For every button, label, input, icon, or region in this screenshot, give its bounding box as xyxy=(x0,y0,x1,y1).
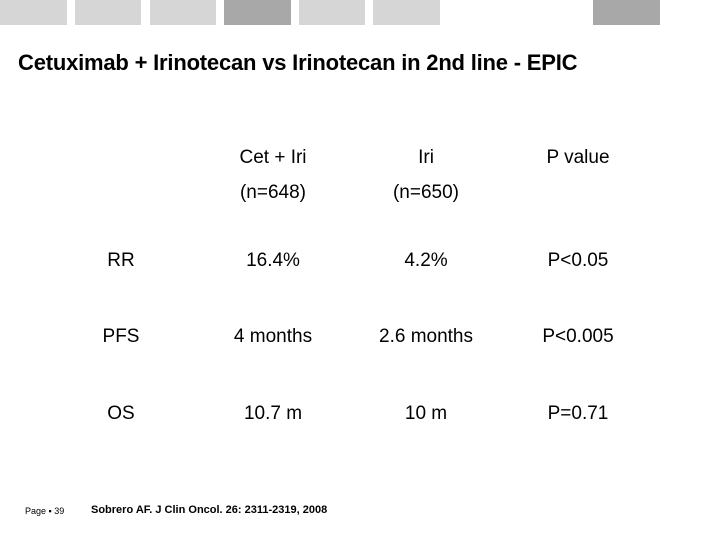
table-cell: P<0.05 xyxy=(547,250,609,271)
table-cell: 2.6 months xyxy=(379,326,473,347)
row-label-os: OS xyxy=(107,403,135,424)
page-number: Page ▪ 39 xyxy=(25,506,65,516)
header-block-1 xyxy=(0,0,67,25)
column-header-iri: Iri xyxy=(418,147,434,168)
header-bar xyxy=(0,0,720,26)
column-header-p-value: P value xyxy=(546,147,610,168)
row-label-pfs: PFS xyxy=(102,326,140,347)
header-block-4 xyxy=(299,0,365,25)
citation: Sobrero AF. J Clin Oncol. 26: 2311-2319,… xyxy=(91,504,328,516)
header-block-6 xyxy=(593,0,660,25)
table-cell: 10 m xyxy=(404,403,448,424)
header-block-5 xyxy=(373,0,440,25)
column-header-cet-iri: Cet + Iri xyxy=(239,147,307,168)
header-block-3 xyxy=(224,0,291,25)
slide-title: Cetuximab + Irinotecan vs Irinotecan in … xyxy=(18,50,578,75)
table-cell: 4 months xyxy=(233,326,313,347)
table-cell: 16.4% xyxy=(246,250,300,271)
column-subheader-cet-iri: (n=648) xyxy=(239,182,307,203)
table-cell: P<0.005 xyxy=(542,326,614,347)
row-label-rr: RR xyxy=(107,250,135,271)
table-cell: 4.2% xyxy=(404,250,448,271)
column-subheader-iri: (n=650) xyxy=(392,182,460,203)
header-block-7 xyxy=(150,0,216,25)
table-cell: 10.7 m xyxy=(243,403,303,424)
table-cell: P=0.71 xyxy=(547,403,609,424)
header-block-2 xyxy=(75,0,141,25)
